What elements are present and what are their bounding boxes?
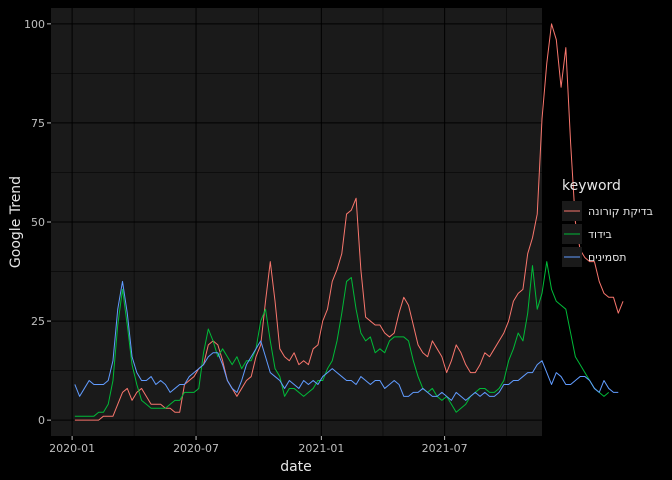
y-tick-label: 25 xyxy=(31,315,45,328)
y-axis-title: Google Trend xyxy=(8,176,24,268)
legend-item: תסמינים xyxy=(562,247,626,267)
legend-item: בידוד xyxy=(562,224,612,244)
legend-label: בדיקת קורונה xyxy=(588,205,653,218)
x-tick-label: 2021-01 xyxy=(298,442,344,455)
series-lines xyxy=(74,23,624,421)
y-tick-label: 50 xyxy=(31,216,45,229)
x-tick-label: 2020-01 xyxy=(49,442,95,455)
y-tick-label: 100 xyxy=(24,18,45,31)
legend-label: בידוד xyxy=(588,228,612,241)
series-line-1 xyxy=(74,23,624,421)
x-axis: 2020-01 2020-07 2021-01 2021-07 xyxy=(49,436,468,455)
y-tick-label: 0 xyxy=(38,414,45,427)
series-line-3 xyxy=(74,280,619,401)
x-tick-label: 2020-07 xyxy=(173,442,219,455)
legend-items: בדיקת קורונה בידוד תסמינים xyxy=(562,201,653,267)
x-axis-title: date xyxy=(280,459,312,475)
y-tick-label: 75 xyxy=(31,117,45,130)
y-axis: 0 25 50 75 100 xyxy=(24,18,51,427)
legend-label: תסמינים xyxy=(588,251,626,264)
legend-item: בדיקת קורונה xyxy=(562,201,653,221)
legend: keyword בדיקת קורונה בידוד תסמינים xyxy=(562,178,653,267)
legend-title: keyword xyxy=(562,178,621,194)
x-tick-label: 2021-07 xyxy=(422,442,468,455)
series-line-2 xyxy=(74,261,610,417)
